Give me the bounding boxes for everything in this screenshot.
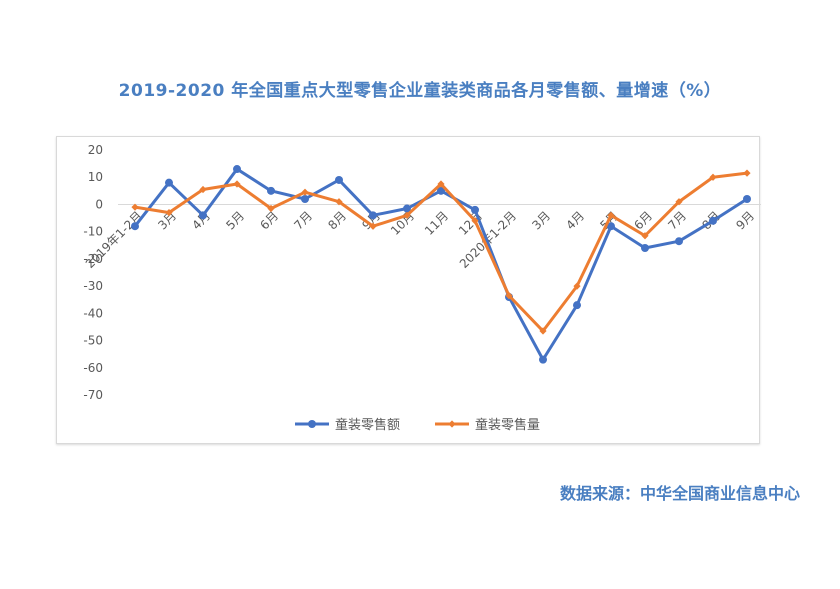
data-point <box>437 186 445 195</box>
data-point <box>335 198 343 206</box>
data-point <box>607 211 615 219</box>
y-tick-label: -20 <box>83 252 103 266</box>
data-point <box>131 203 139 211</box>
y-tick-label: 20 <box>88 143 103 157</box>
data-point <box>301 195 309 203</box>
data-point <box>199 185 207 194</box>
series-line-0 <box>133 167 749 362</box>
data-point <box>403 204 411 213</box>
legend-marker <box>308 420 316 428</box>
data-point <box>403 211 411 219</box>
y-tick-label: 10 <box>88 170 103 184</box>
data-point <box>471 217 479 225</box>
x-tick-label: 6月 <box>257 209 281 233</box>
series-line-1 <box>133 171 749 333</box>
data-point <box>607 222 615 231</box>
data-point <box>267 186 275 195</box>
data-point <box>709 173 717 181</box>
data-point <box>233 180 241 188</box>
data-point <box>335 175 343 184</box>
data-point <box>165 209 173 217</box>
data-point <box>539 327 547 335</box>
legend-label: 童装零售量 <box>475 417 540 433</box>
x-tick-label: 2019年1-2月 <box>83 209 145 271</box>
chart-title: 2019-2020 年全国重点大型零售企业童装类商品各月零售额、量增速（%） <box>118 81 722 101</box>
data-point <box>675 198 683 206</box>
data-point <box>437 180 445 188</box>
legend-label: 童装零售额 <box>335 417 400 433</box>
y-tick-label: 0 <box>95 197 103 211</box>
data-point <box>743 195 751 203</box>
data-point <box>165 178 173 187</box>
data-point <box>369 222 377 230</box>
line-chart: 20 10 0 -10 -20 -30 -40 -50 -60 -70 2019年1-2月 3月 4月 5… <box>83 143 761 433</box>
x-tick-label: 3月 <box>529 209 553 233</box>
y-tick-label: -30 <box>83 279 103 293</box>
x-tick-label: 4月 <box>563 209 587 233</box>
data-point <box>539 355 547 364</box>
data-point <box>641 232 649 240</box>
x-tick-label: 11月 <box>422 209 451 238</box>
x-tick-label: 9月 <box>733 209 757 233</box>
x-tick-label: 10月 <box>388 209 417 238</box>
x-tick-label: 7月 <box>291 209 315 233</box>
data-point <box>267 204 275 213</box>
x-tick-label: 8月 <box>325 209 349 233</box>
y-tick-label: -70 <box>83 388 103 402</box>
chart-area: 20 10 0 -10 -20 -30 -40 -50 -60 -70 2019年1-2月 3月 4月 5… <box>56 136 761 444</box>
data-point <box>471 205 479 214</box>
data-point <box>369 211 377 220</box>
data-point <box>675 237 683 246</box>
data-point <box>573 301 581 310</box>
y-tick-label: -60 <box>83 361 103 375</box>
x-tick-label: 5月 <box>223 209 247 233</box>
data-point <box>199 211 207 220</box>
source-note: 数据来源：中华全国商业信息中心 <box>559 484 800 503</box>
data-point <box>131 222 139 231</box>
data-point <box>301 188 309 196</box>
data-point <box>709 216 717 225</box>
y-tick-label: -40 <box>83 306 103 320</box>
y-tick-label: -50 <box>83 334 103 348</box>
legend-marker <box>448 420 456 428</box>
data-point <box>233 165 241 174</box>
y-tick-label: -10 <box>83 225 103 239</box>
data-point <box>641 244 649 252</box>
data-point <box>743 169 751 177</box>
